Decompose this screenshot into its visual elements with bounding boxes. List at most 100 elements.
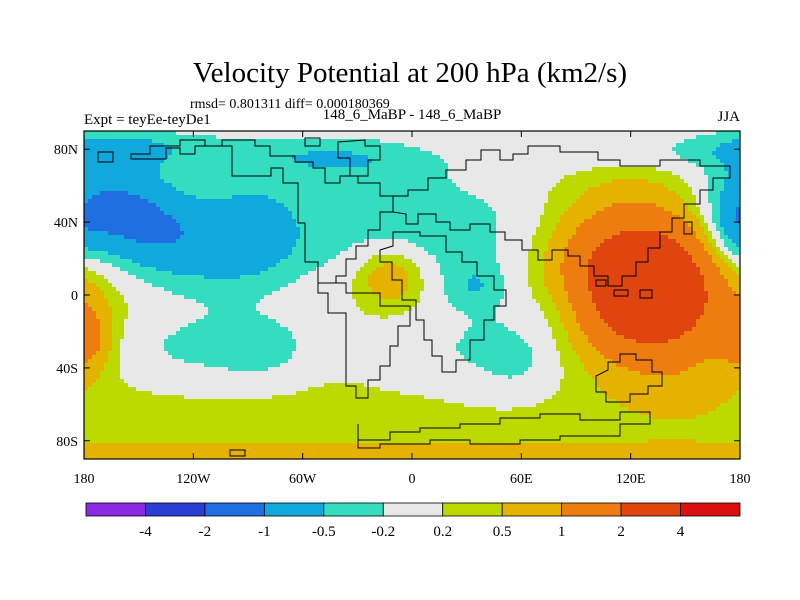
field-cell (688, 203, 693, 208)
field-cell (316, 247, 321, 252)
field-cell (492, 143, 497, 148)
field-cell (88, 223, 93, 228)
field-cell (488, 247, 493, 252)
field-cell (608, 183, 613, 188)
field-cell (484, 147, 489, 152)
field-cell (248, 187, 253, 192)
field-cell (636, 171, 641, 176)
field-cell (312, 187, 317, 192)
field-cell (664, 211, 669, 216)
field-cell (420, 135, 425, 140)
field-cell (160, 195, 165, 200)
field-cell (308, 235, 313, 240)
field-cell (160, 247, 165, 252)
field-cell (620, 151, 625, 156)
field-cell (276, 195, 281, 200)
field-cell (496, 171, 501, 176)
field-cell (240, 219, 245, 224)
field-cell (92, 147, 97, 152)
field-cell (428, 239, 433, 244)
field-cell (88, 187, 93, 192)
field-cell (708, 231, 713, 236)
field-cell (492, 131, 497, 136)
field-cell (244, 207, 249, 212)
field-cell (600, 231, 605, 236)
field-cell (400, 207, 405, 212)
field-cell (668, 231, 673, 236)
field-cell (688, 235, 693, 240)
field-cell (228, 151, 233, 156)
field-cell (424, 207, 429, 212)
field-cell (644, 207, 649, 212)
field-cell (524, 151, 529, 156)
field-cell (416, 151, 421, 156)
field-cell (496, 167, 501, 172)
field-cell (128, 231, 133, 236)
field-cell (660, 179, 665, 184)
field-cell (500, 227, 505, 232)
field-cell (568, 191, 573, 196)
field-cell (624, 147, 629, 152)
field-cell (468, 179, 473, 184)
field-cell (308, 251, 313, 256)
field-cell (344, 203, 349, 208)
field-cell (280, 171, 285, 176)
field-cell (484, 131, 489, 136)
field-cell (368, 215, 373, 220)
field-cell (240, 191, 245, 196)
field-cell (192, 143, 197, 148)
field-cell (304, 195, 309, 200)
field-cell (168, 183, 173, 188)
field-cell (668, 187, 673, 192)
field-cell (204, 183, 209, 188)
field-cell (716, 231, 721, 236)
field-cell (112, 211, 117, 216)
field-cell (116, 223, 121, 228)
field-cell (696, 143, 701, 148)
field-cell (516, 199, 521, 204)
field-cell (664, 215, 669, 220)
field-cell (648, 171, 653, 176)
field-cell (428, 227, 433, 232)
field-cell (224, 155, 229, 160)
field-cell (328, 167, 333, 172)
field-cell (660, 203, 665, 208)
field-cell (400, 175, 405, 180)
field-cell (248, 151, 253, 156)
field-cell (464, 247, 469, 252)
field-cell (428, 179, 433, 184)
field-cell (700, 215, 705, 220)
field-cell (264, 147, 269, 152)
field-cell (272, 183, 277, 188)
field-cell (584, 195, 589, 200)
field-cell (716, 179, 721, 184)
field-cell (144, 175, 149, 180)
field-cell (244, 219, 249, 224)
field-cell (484, 239, 489, 244)
field-cell (588, 131, 593, 136)
field-cell (644, 143, 649, 148)
field-cell (416, 175, 421, 180)
field-cell (304, 167, 309, 172)
field-cell (288, 131, 293, 136)
field-cell (364, 171, 369, 176)
field-cell (672, 219, 677, 224)
field-cell (356, 231, 361, 236)
field-cell (412, 239, 417, 244)
field-cell (148, 207, 153, 212)
field-cell (376, 167, 381, 172)
field-cell (196, 143, 201, 148)
field-cell (684, 167, 689, 172)
field-cell (488, 187, 493, 192)
field-cell (628, 147, 633, 152)
field-cell (692, 159, 697, 164)
field-cell (696, 187, 701, 192)
field-cell (284, 199, 289, 204)
field-cell (216, 135, 221, 140)
field-cell (588, 183, 593, 188)
field-cell (672, 171, 677, 176)
field-cell (116, 151, 121, 156)
field-cell (392, 243, 397, 248)
field-cell (104, 223, 109, 228)
field-cell (512, 131, 517, 136)
